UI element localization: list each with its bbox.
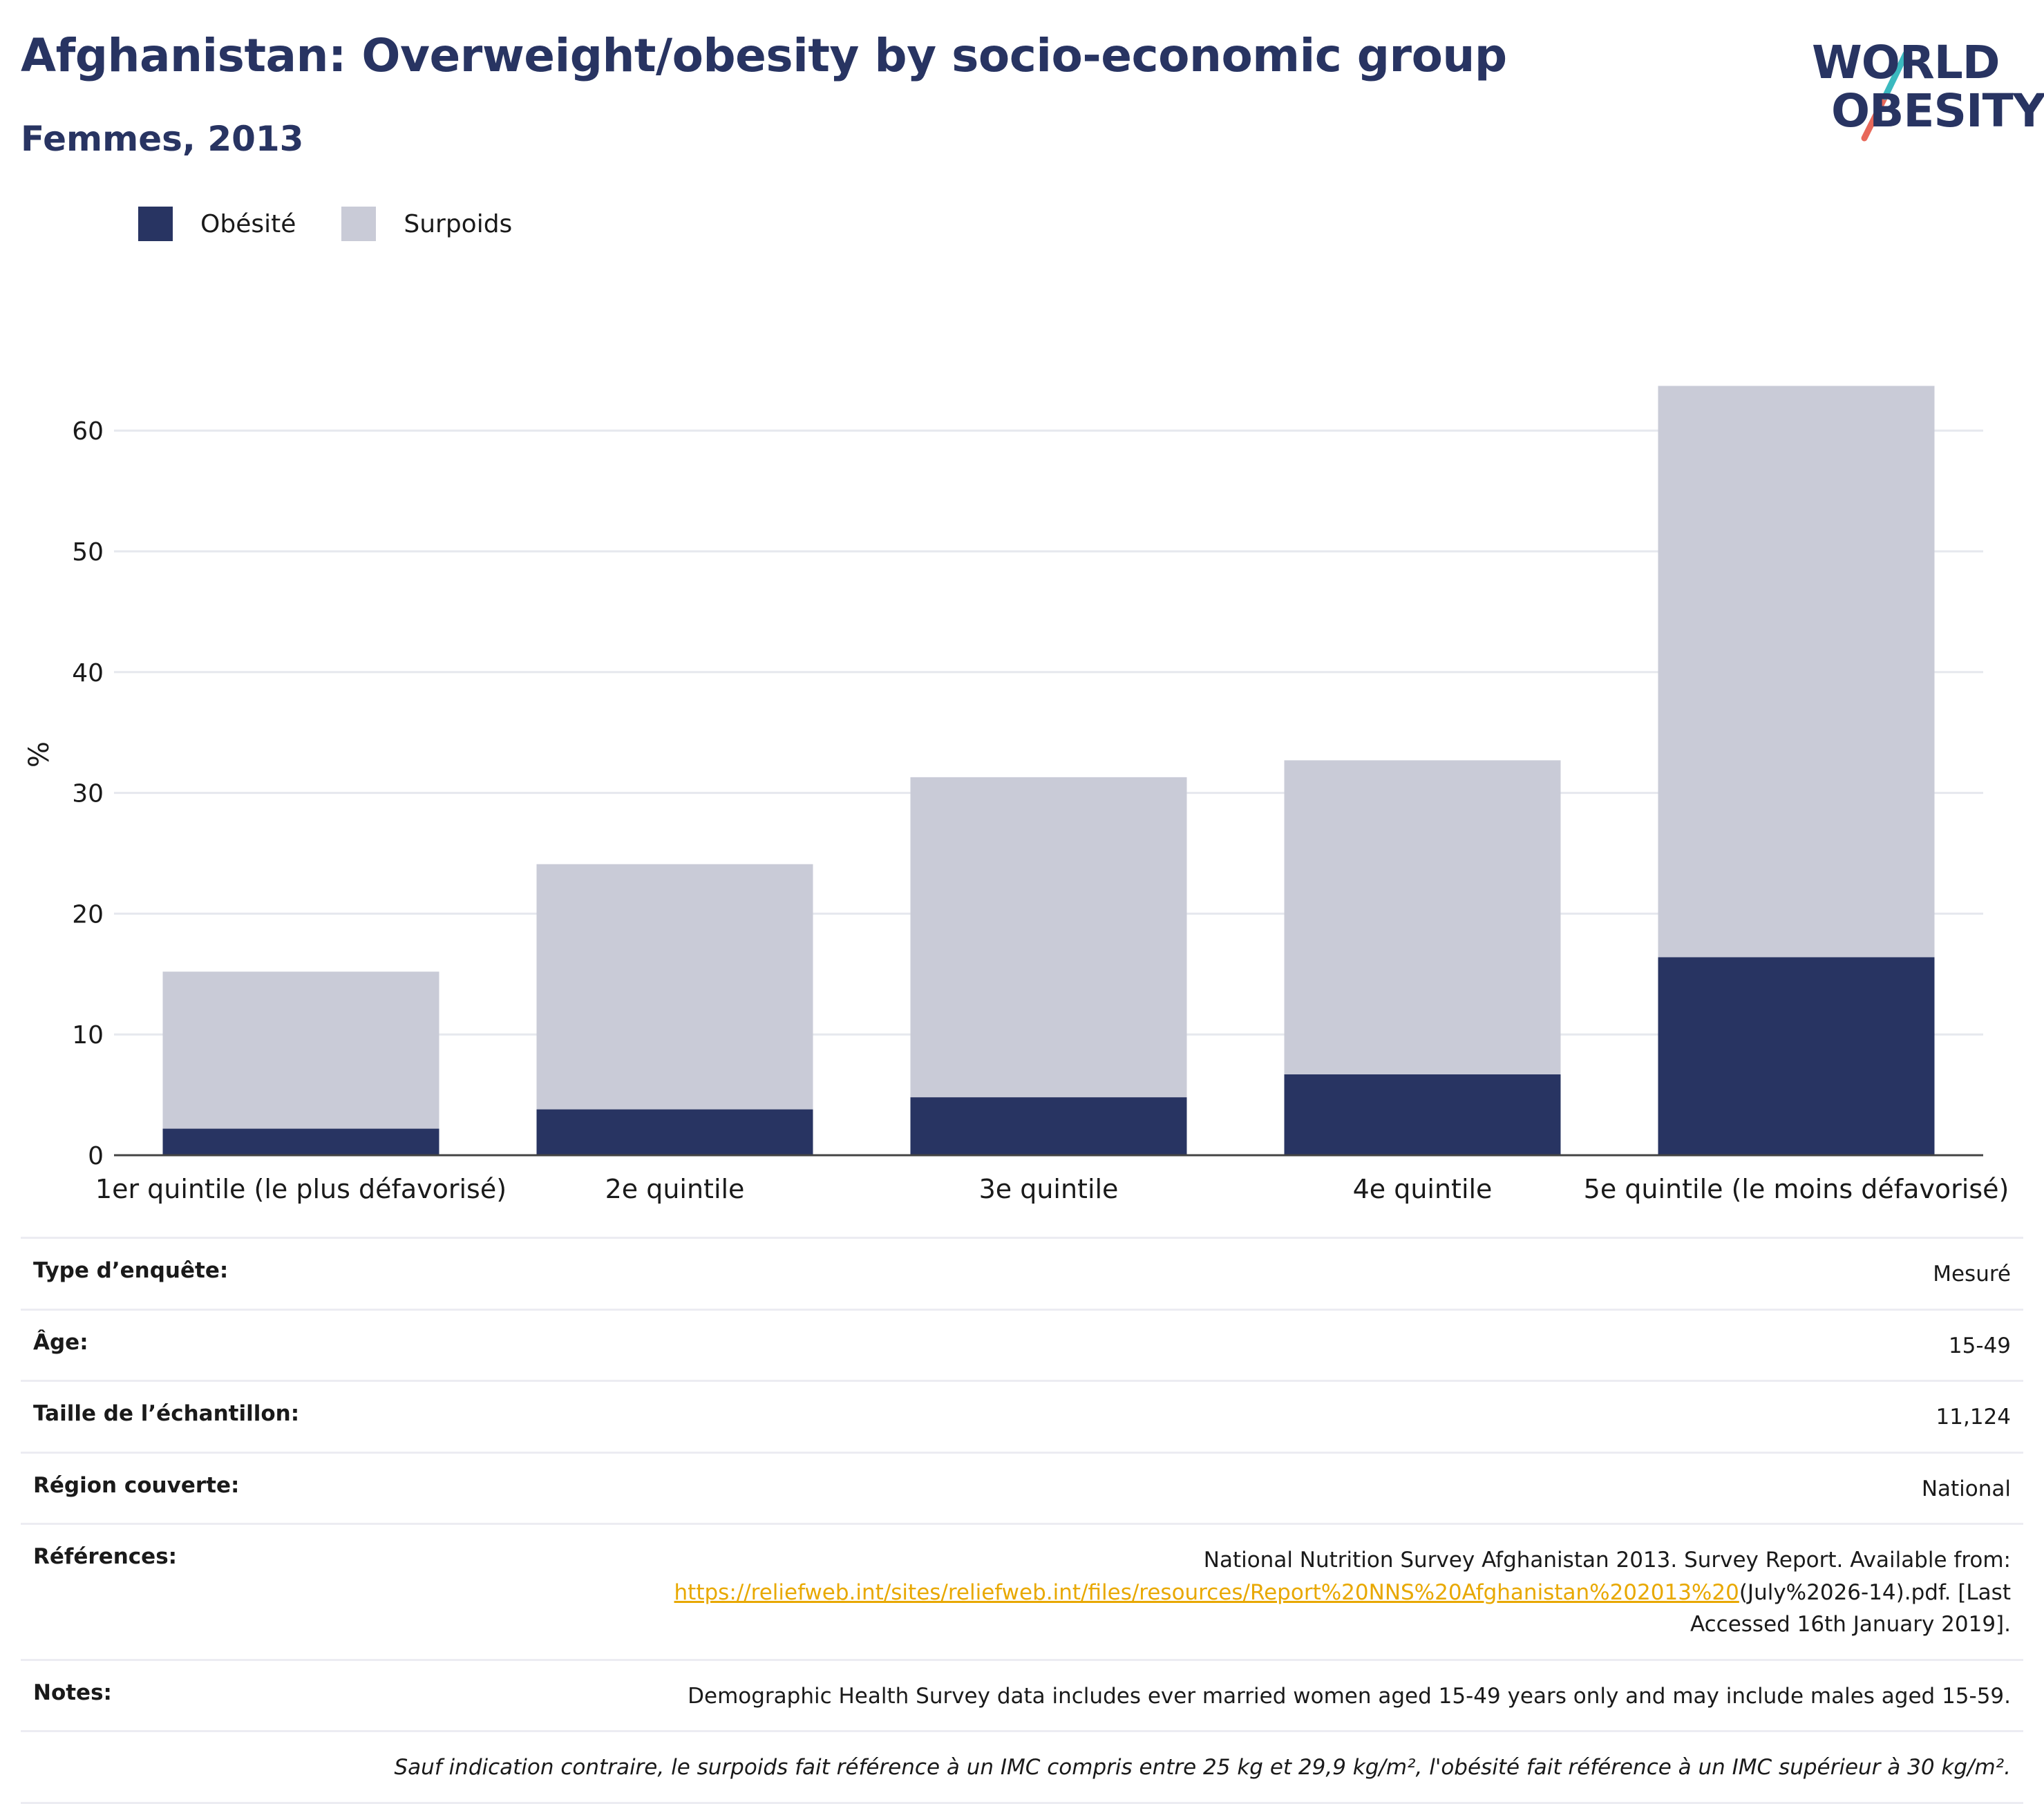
logo-text-obesity: OBESITY (1831, 84, 2044, 137)
info-label: Type d’enquête: (33, 1258, 229, 1283)
y-tick-label: 50 (72, 538, 104, 567)
info-label: Taille de l’échantillon: (33, 1401, 300, 1426)
bar-chart: 0 10 20 30 40 50 60% 1er quintile (le plus défa… (23, 386, 2009, 1204)
footnote-text: Sauf indication contraire, le surpoids f… (394, 1755, 2011, 1780)
info-label: Région couverte: (33, 1472, 240, 1498)
info-row-footnote: Sauf indication contraire, le surpoids f… (21, 1730, 2023, 1804)
y-tick-label: 40 (72, 659, 104, 687)
info-row-sample-size: Taille de l’échantillon: 11,124 (21, 1380, 2023, 1452)
info-row-notes: Notes: Demographic Health Survey data in… (21, 1658, 2023, 1731)
info-value: National (1921, 1476, 2011, 1501)
page-subtitle: Femmes, 2013 (21, 119, 304, 159)
legend-swatch-obesity (138, 207, 173, 241)
bar-overweight (536, 864, 813, 1110)
bar-obesity (1658, 957, 1935, 1155)
y-tick-label: 20 (72, 900, 104, 929)
notes-value: Demographic Health Survey data includes … (688, 1683, 2011, 1709)
y-tick-label: 0 (88, 1142, 104, 1170)
x-tick-label: 4e quintile (1353, 1174, 1493, 1204)
references-link-suffix: (July%2026-14).pdf. [Last (1739, 1579, 2011, 1605)
bar-overweight (910, 777, 1187, 1098)
references-link[interactable]: https://reliefweb.int/sites/reliefweb.in… (674, 1579, 1739, 1605)
info-value: 15-49 (1948, 1333, 2011, 1358)
references-line-3: Accessed 16th January 2019]. (1690, 1612, 2011, 1637)
x-tick-label: 1er quintile (le plus défavorisé) (95, 1174, 507, 1204)
bar-overweight (1658, 386, 1935, 958)
info-row-region: Région couverte: National (21, 1451, 2023, 1523)
logo-slash-icon (1861, 50, 1909, 142)
legend-swatch-overweight (341, 207, 377, 241)
info-label: Notes: (33, 1680, 112, 1705)
y-tick-label: 60 (72, 417, 104, 446)
bar-overweight (1284, 760, 1561, 1074)
info-value: Mesuré (1933, 1262, 2011, 1286)
bar-obesity (536, 1109, 813, 1155)
info-table: Type d’enquête: Mesuré Âge: 15-49 Taille… (21, 1237, 2023, 1804)
legend-item-overweight[interactable]: Surpoids (341, 207, 512, 241)
info-row-references: Références: National Nutrition Survey Af… (21, 1523, 2023, 1659)
legend-label-overweight: Surpoids (404, 209, 513, 238)
page-title: Afghanistan: Overweight/obesity by socio… (21, 29, 1507, 82)
y-tick-label: 10 (72, 1021, 104, 1050)
references-line-1: National Nutrition Survey Afghanistan 20… (1203, 1548, 2011, 1573)
x-tick-label: 5e quintile (le moins défavorisé) (1584, 1174, 2009, 1204)
info-row-survey-type: Type d’enquête: Mesuré (21, 1237, 2023, 1309)
info-label: Âge: (33, 1329, 88, 1355)
bar-obesity (162, 1128, 439, 1155)
legend-item-obesity[interactable]: Obésité (138, 207, 296, 241)
bar-obesity (910, 1097, 1187, 1155)
y-tick-label: 30 (72, 780, 104, 808)
chart-legend: Obésité Surpoids (138, 206, 558, 242)
references-text: National Nutrition Survey Afghanistan 20… (674, 1544, 2011, 1641)
x-tick-label: 2e quintile (605, 1174, 745, 1204)
info-label: Références: (33, 1544, 178, 1569)
info-value: 11,124 (1936, 1405, 2011, 1430)
x-tick-label: 3e quintile (979, 1174, 1119, 1204)
bar-obesity (1284, 1074, 1561, 1155)
logo-text-world: WORLD (1812, 36, 2000, 89)
bar-overweight (162, 971, 439, 1129)
info-row-age: Âge: 15-49 (21, 1308, 2023, 1380)
legend-label-obesity: Obésité (200, 209, 296, 238)
world-obesity-logo: WORLD OBESITY (1804, 28, 2044, 152)
y-axis-label: % (23, 741, 55, 768)
